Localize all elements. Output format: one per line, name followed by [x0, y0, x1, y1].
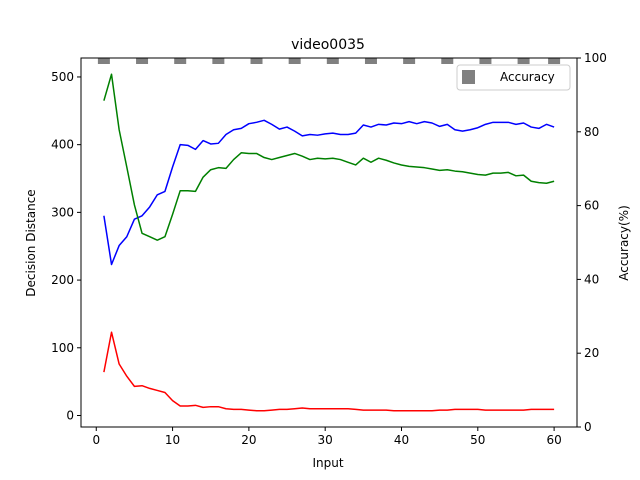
x-tick-label: 0 [92, 433, 100, 447]
x-axis: 0 10 20 30 40 50 60 [92, 427, 562, 447]
accuracy-marker [548, 58, 561, 64]
accuracy-marker [517, 58, 530, 64]
x-tick-label: 40 [394, 433, 409, 447]
accuracy-marker [212, 58, 225, 64]
accuracy-marker [326, 58, 339, 64]
accuracy-marker [441, 58, 454, 64]
accuracy-marker [250, 58, 263, 64]
x-axis-label: Input [312, 456, 343, 470]
accuracy-marker [97, 58, 110, 64]
y-tick-label: 100 [51, 341, 74, 355]
accuracy-marker [364, 58, 377, 64]
y-tick-label: 300 [51, 205, 74, 219]
series-line-1 [103, 119, 555, 266]
y2-axis-label: Accuracy(%) [617, 205, 631, 281]
y-tick-label: 200 [51, 273, 74, 287]
accuracy-marker [136, 58, 149, 64]
x-tick-label: 30 [318, 433, 333, 447]
y2-tick-label: 60 [584, 199, 599, 213]
legend-accuracy-label: Accuracy [500, 70, 555, 84]
y-axis-right: 0 20 40 60 80 100 [577, 51, 607, 434]
plot-frame [80, 57, 578, 428]
legend-box [456, 64, 571, 91]
plot-area [97, 58, 561, 412]
y2-tick-label: 20 [584, 346, 599, 360]
x-tick-label: 10 [165, 433, 180, 447]
series-line-2 [103, 73, 555, 241]
y-axis-label: Decision Distance [24, 189, 38, 296]
y-tick-label: 0 [66, 408, 74, 422]
accuracy-marker [403, 58, 416, 64]
x-tick-label: 60 [546, 433, 561, 447]
x-tick-label: 20 [241, 433, 256, 447]
y-axis-left: 0 100 200 300 400 500 [51, 70, 81, 422]
accuracy-marker [479, 58, 492, 64]
series-line-3 [103, 331, 555, 412]
y2-tick-label: 80 [584, 125, 599, 139]
y-tick-label: 500 [51, 70, 74, 84]
y2-tick-label: 40 [584, 272, 599, 286]
chart-title: video0035 [291, 37, 365, 53]
y-tick-label: 400 [51, 138, 74, 152]
y2-tick-label: 0 [584, 420, 592, 434]
y2-tick-label: 100 [584, 51, 607, 65]
x-tick-label: 50 [470, 433, 485, 447]
accuracy-marker [288, 58, 301, 64]
accuracy-marker [174, 58, 187, 64]
legend: Accuracy [456, 64, 571, 91]
legend-accuracy-swatch [462, 70, 475, 84]
